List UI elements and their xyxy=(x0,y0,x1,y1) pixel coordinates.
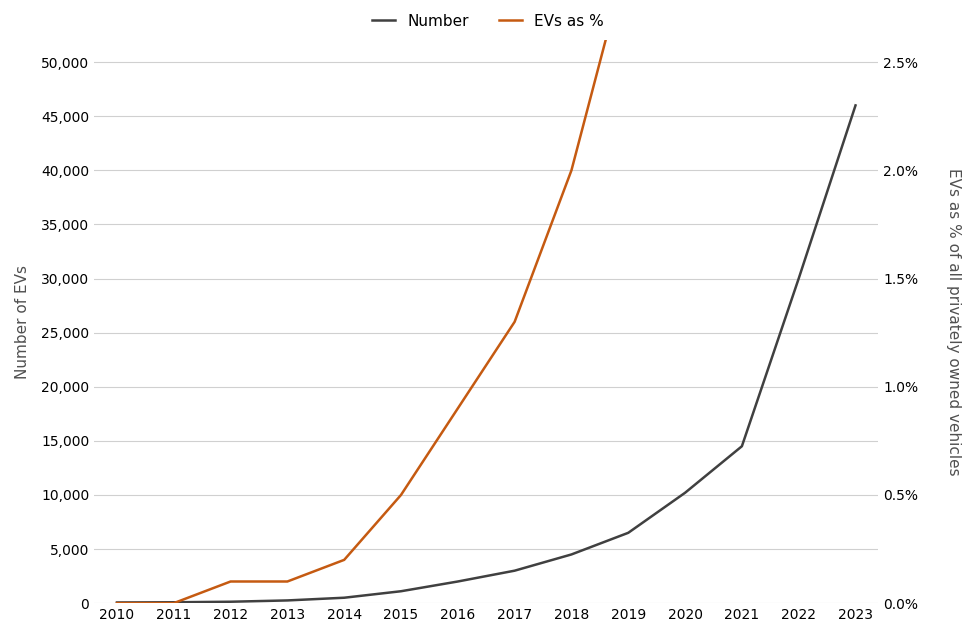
EVs as % xyxy=(339,556,350,564)
Number xyxy=(793,275,804,282)
Number xyxy=(281,597,293,605)
EVs as % xyxy=(111,599,123,607)
Number xyxy=(395,587,407,595)
Number xyxy=(736,443,748,450)
Line: Number: Number xyxy=(117,105,856,603)
Number xyxy=(566,550,578,558)
EVs as % xyxy=(281,578,293,585)
Y-axis label: Number of EVs: Number of EVs xyxy=(15,265,30,379)
Number xyxy=(111,599,123,606)
Number xyxy=(168,598,180,606)
Number xyxy=(224,598,236,606)
Number xyxy=(623,529,634,536)
EVs as % xyxy=(452,404,464,412)
EVs as % xyxy=(566,166,578,174)
EVs as % xyxy=(168,599,180,607)
EVs as % xyxy=(224,578,236,585)
Number xyxy=(339,594,350,601)
EVs as % xyxy=(395,491,407,499)
Legend: Number, EVs as %: Number, EVs as % xyxy=(366,8,610,35)
EVs as % xyxy=(508,318,520,326)
Number xyxy=(679,489,691,497)
Y-axis label: EVs as % of all privately owned vehicles: EVs as % of all privately owned vehicles xyxy=(946,168,961,476)
Number xyxy=(850,101,862,109)
Number xyxy=(452,578,464,585)
Number xyxy=(508,567,520,575)
Line: EVs as %: EVs as % xyxy=(117,0,856,603)
